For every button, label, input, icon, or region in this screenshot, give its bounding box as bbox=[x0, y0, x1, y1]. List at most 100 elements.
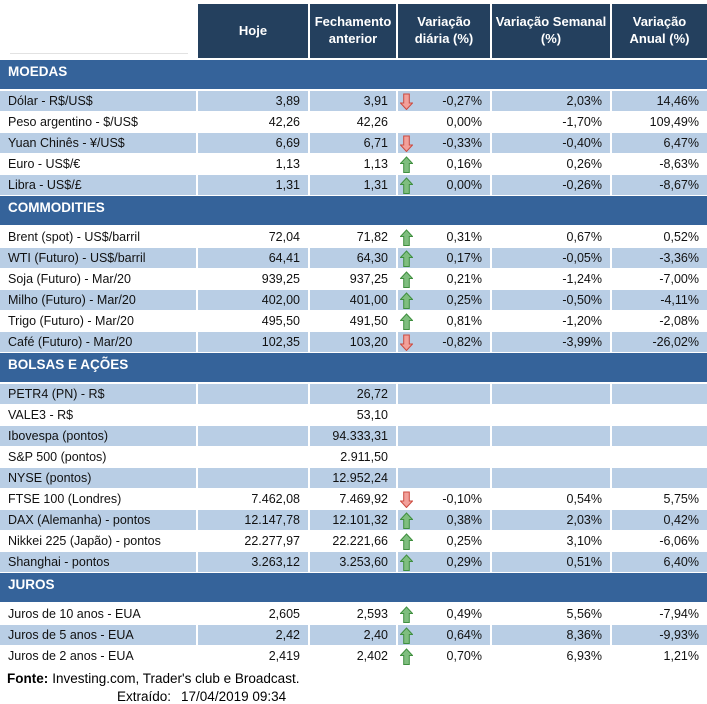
cell-label[interactable]: Juros de 5 anos - EUA bbox=[0, 625, 196, 645]
cell-label[interactable]: Shanghai - pontos bbox=[0, 552, 196, 572]
cell-fechamento-anterior[interactable]: 94.333,31 bbox=[310, 426, 396, 446]
cell-variacao-diaria[interactable] bbox=[398, 405, 490, 425]
cell-variacao-diaria[interactable]: 0,49% bbox=[398, 604, 490, 624]
cell-variacao-anual[interactable]: -9,93% bbox=[612, 625, 707, 645]
cell-variacao-semanal[interactable]: 2,03% bbox=[492, 91, 610, 111]
cell-hoje[interactable]: 2,419 bbox=[198, 646, 308, 666]
cell-variacao-diaria[interactable]: 0,70% bbox=[398, 646, 490, 666]
cell-variacao-diaria[interactable]: -0,33% bbox=[398, 133, 490, 153]
cell-variacao-anual[interactable]: 6,47% bbox=[612, 133, 707, 153]
cell-variacao-diaria[interactable]: 0,31% bbox=[398, 227, 490, 247]
cell-hoje[interactable] bbox=[198, 384, 308, 404]
cell-label[interactable]: Yuan Chinês - ¥/US$ bbox=[0, 133, 196, 153]
cell-variacao-diaria[interactable]: 0,25% bbox=[398, 531, 490, 551]
cell-variacao-semanal[interactable]: 0,67% bbox=[492, 227, 610, 247]
column-header[interactable]: Variação Semanal (%) bbox=[492, 4, 610, 58]
section-header-moedas[interactable]: MOEDAS bbox=[0, 60, 707, 89]
cell-fechamento-anterior[interactable]: 12.101,32 bbox=[310, 510, 396, 530]
cell-hoje[interactable]: 72,04 bbox=[198, 227, 308, 247]
cell-variacao-anual[interactable]: 1,21% bbox=[612, 646, 707, 666]
cell-fechamento-anterior[interactable]: 401,00 bbox=[310, 290, 396, 310]
cell-fechamento-anterior[interactable]: 3,91 bbox=[310, 91, 396, 111]
cell-label[interactable]: Trigo (Futuro) - Mar/20 bbox=[0, 311, 196, 331]
cell-variacao-semanal[interactable]: 5,56% bbox=[492, 604, 610, 624]
cell-variacao-anual[interactable]: -26,02% bbox=[612, 332, 707, 352]
cell-label[interactable]: Café (Futuro) - Mar/20 bbox=[0, 332, 196, 352]
cell-variacao-diaria[interactable] bbox=[398, 384, 490, 404]
cell-hoje[interactable]: 939,25 bbox=[198, 269, 308, 289]
cell-variacao-anual[interactable]: -3,36% bbox=[612, 248, 707, 268]
cell-label[interactable]: Nikkei 225 (Japão) - pontos bbox=[0, 531, 196, 551]
cell-variacao-anual[interactable]: 0,52% bbox=[612, 227, 707, 247]
cell-hoje[interactable] bbox=[198, 468, 308, 488]
cell-variacao-anual[interactable]: -8,67% bbox=[612, 175, 707, 195]
column-header[interactable]: Hoje bbox=[198, 4, 308, 58]
cell-hoje[interactable]: 2,605 bbox=[198, 604, 308, 624]
cell-variacao-diaria[interactable]: 0,00% bbox=[398, 175, 490, 195]
cell-fechamento-anterior[interactable]: 1,31 bbox=[310, 175, 396, 195]
cell-fechamento-anterior[interactable]: 7.469,92 bbox=[310, 489, 396, 509]
cell-hoje[interactable]: 64,41 bbox=[198, 248, 308, 268]
cell-variacao-anual[interactable]: 14,46% bbox=[612, 91, 707, 111]
cell-fechamento-anterior[interactable]: 6,71 bbox=[310, 133, 396, 153]
cell-fechamento-anterior[interactable]: 26,72 bbox=[310, 384, 396, 404]
column-header[interactable]: Variação diária (%) bbox=[398, 4, 490, 58]
cell-hoje[interactable] bbox=[198, 405, 308, 425]
section-header-bolsas-e-acoes[interactable]: BOLSAS E AÇÕES bbox=[0, 353, 707, 382]
cell-hoje[interactable]: 3.263,12 bbox=[198, 552, 308, 572]
cell-variacao-semanal[interactable]: -0,50% bbox=[492, 290, 610, 310]
cell-hoje[interactable]: 22.277,97 bbox=[198, 531, 308, 551]
cell-hoje[interactable]: 42,26 bbox=[198, 112, 308, 132]
cell-variacao-anual[interactable]: -7,00% bbox=[612, 269, 707, 289]
cell-variacao-diaria[interactable]: -0,82% bbox=[398, 332, 490, 352]
header-empty-cell[interactable] bbox=[10, 4, 188, 54]
cell-variacao-semanal[interactable]: -0,40% bbox=[492, 133, 610, 153]
cell-variacao-semanal[interactable] bbox=[492, 384, 610, 404]
cell-variacao-semanal[interactable]: 2,03% bbox=[492, 510, 610, 530]
cell-fechamento-anterior[interactable]: 2,593 bbox=[310, 604, 396, 624]
cell-label[interactable]: Brent (spot) - US$/barril bbox=[0, 227, 196, 247]
cell-variacao-semanal[interactable]: -0,05% bbox=[492, 248, 610, 268]
cell-label[interactable]: Juros de 2 anos - EUA bbox=[0, 646, 196, 666]
cell-label[interactable]: VALE3 - R$ bbox=[0, 405, 196, 425]
cell-fechamento-anterior[interactable]: 12.952,24 bbox=[310, 468, 396, 488]
cell-variacao-diaria[interactable]: 0,38% bbox=[398, 510, 490, 530]
cell-variacao-semanal[interactable]: -1,24% bbox=[492, 269, 610, 289]
cell-fechamento-anterior[interactable]: 491,50 bbox=[310, 311, 396, 331]
cell-fechamento-anterior[interactable]: 3.253,60 bbox=[310, 552, 396, 572]
cell-variacao-diaria[interactable] bbox=[398, 426, 490, 446]
cell-variacao-semanal[interactable]: -1,20% bbox=[492, 311, 610, 331]
cell-variacao-diaria[interactable]: 0,29% bbox=[398, 552, 490, 572]
cell-variacao-anual[interactable] bbox=[612, 405, 707, 425]
cell-variacao-anual[interactable]: -8,63% bbox=[612, 154, 707, 174]
cell-fechamento-anterior[interactable]: 2,40 bbox=[310, 625, 396, 645]
cell-label[interactable]: PETR4 (PN) - R$ bbox=[0, 384, 196, 404]
cell-variacao-diaria[interactable]: 0,00% bbox=[398, 112, 490, 132]
cell-label[interactable]: Libra - US$/£ bbox=[0, 175, 196, 195]
cell-fechamento-anterior[interactable]: 2.911,50 bbox=[310, 447, 396, 467]
cell-variacao-diaria[interactable]: -0,27% bbox=[398, 91, 490, 111]
cell-variacao-anual[interactable]: 6,40% bbox=[612, 552, 707, 572]
cell-hoje[interactable]: 6,69 bbox=[198, 133, 308, 153]
cell-label[interactable]: WTI (Futuro) - US$/barril bbox=[0, 248, 196, 268]
cell-hoje[interactable]: 7.462,08 bbox=[198, 489, 308, 509]
cell-variacao-semanal[interactable]: 0,26% bbox=[492, 154, 610, 174]
cell-variacao-anual[interactable]: 109,49% bbox=[612, 112, 707, 132]
cell-hoje[interactable]: 495,50 bbox=[198, 311, 308, 331]
cell-fechamento-anterior[interactable]: 71,82 bbox=[310, 227, 396, 247]
cell-label[interactable]: Ibovespa (pontos) bbox=[0, 426, 196, 446]
cell-variacao-diaria[interactable] bbox=[398, 447, 490, 467]
cell-variacao-anual[interactable]: 0,42% bbox=[612, 510, 707, 530]
cell-fechamento-anterior[interactable]: 64,30 bbox=[310, 248, 396, 268]
cell-hoje[interactable]: 402,00 bbox=[198, 290, 308, 310]
cell-variacao-diaria[interactable]: 0,64% bbox=[398, 625, 490, 645]
cell-hoje[interactable] bbox=[198, 426, 308, 446]
cell-label[interactable]: FTSE 100 (Londres) bbox=[0, 489, 196, 509]
cell-label[interactable]: NYSE (pontos) bbox=[0, 468, 196, 488]
cell-variacao-anual[interactable] bbox=[612, 447, 707, 467]
cell-variacao-anual[interactable] bbox=[612, 468, 707, 488]
cell-hoje[interactable] bbox=[198, 447, 308, 467]
cell-variacao-diaria[interactable] bbox=[398, 468, 490, 488]
cell-fechamento-anterior[interactable]: 1,13 bbox=[310, 154, 396, 174]
cell-hoje[interactable]: 2,42 bbox=[198, 625, 308, 645]
